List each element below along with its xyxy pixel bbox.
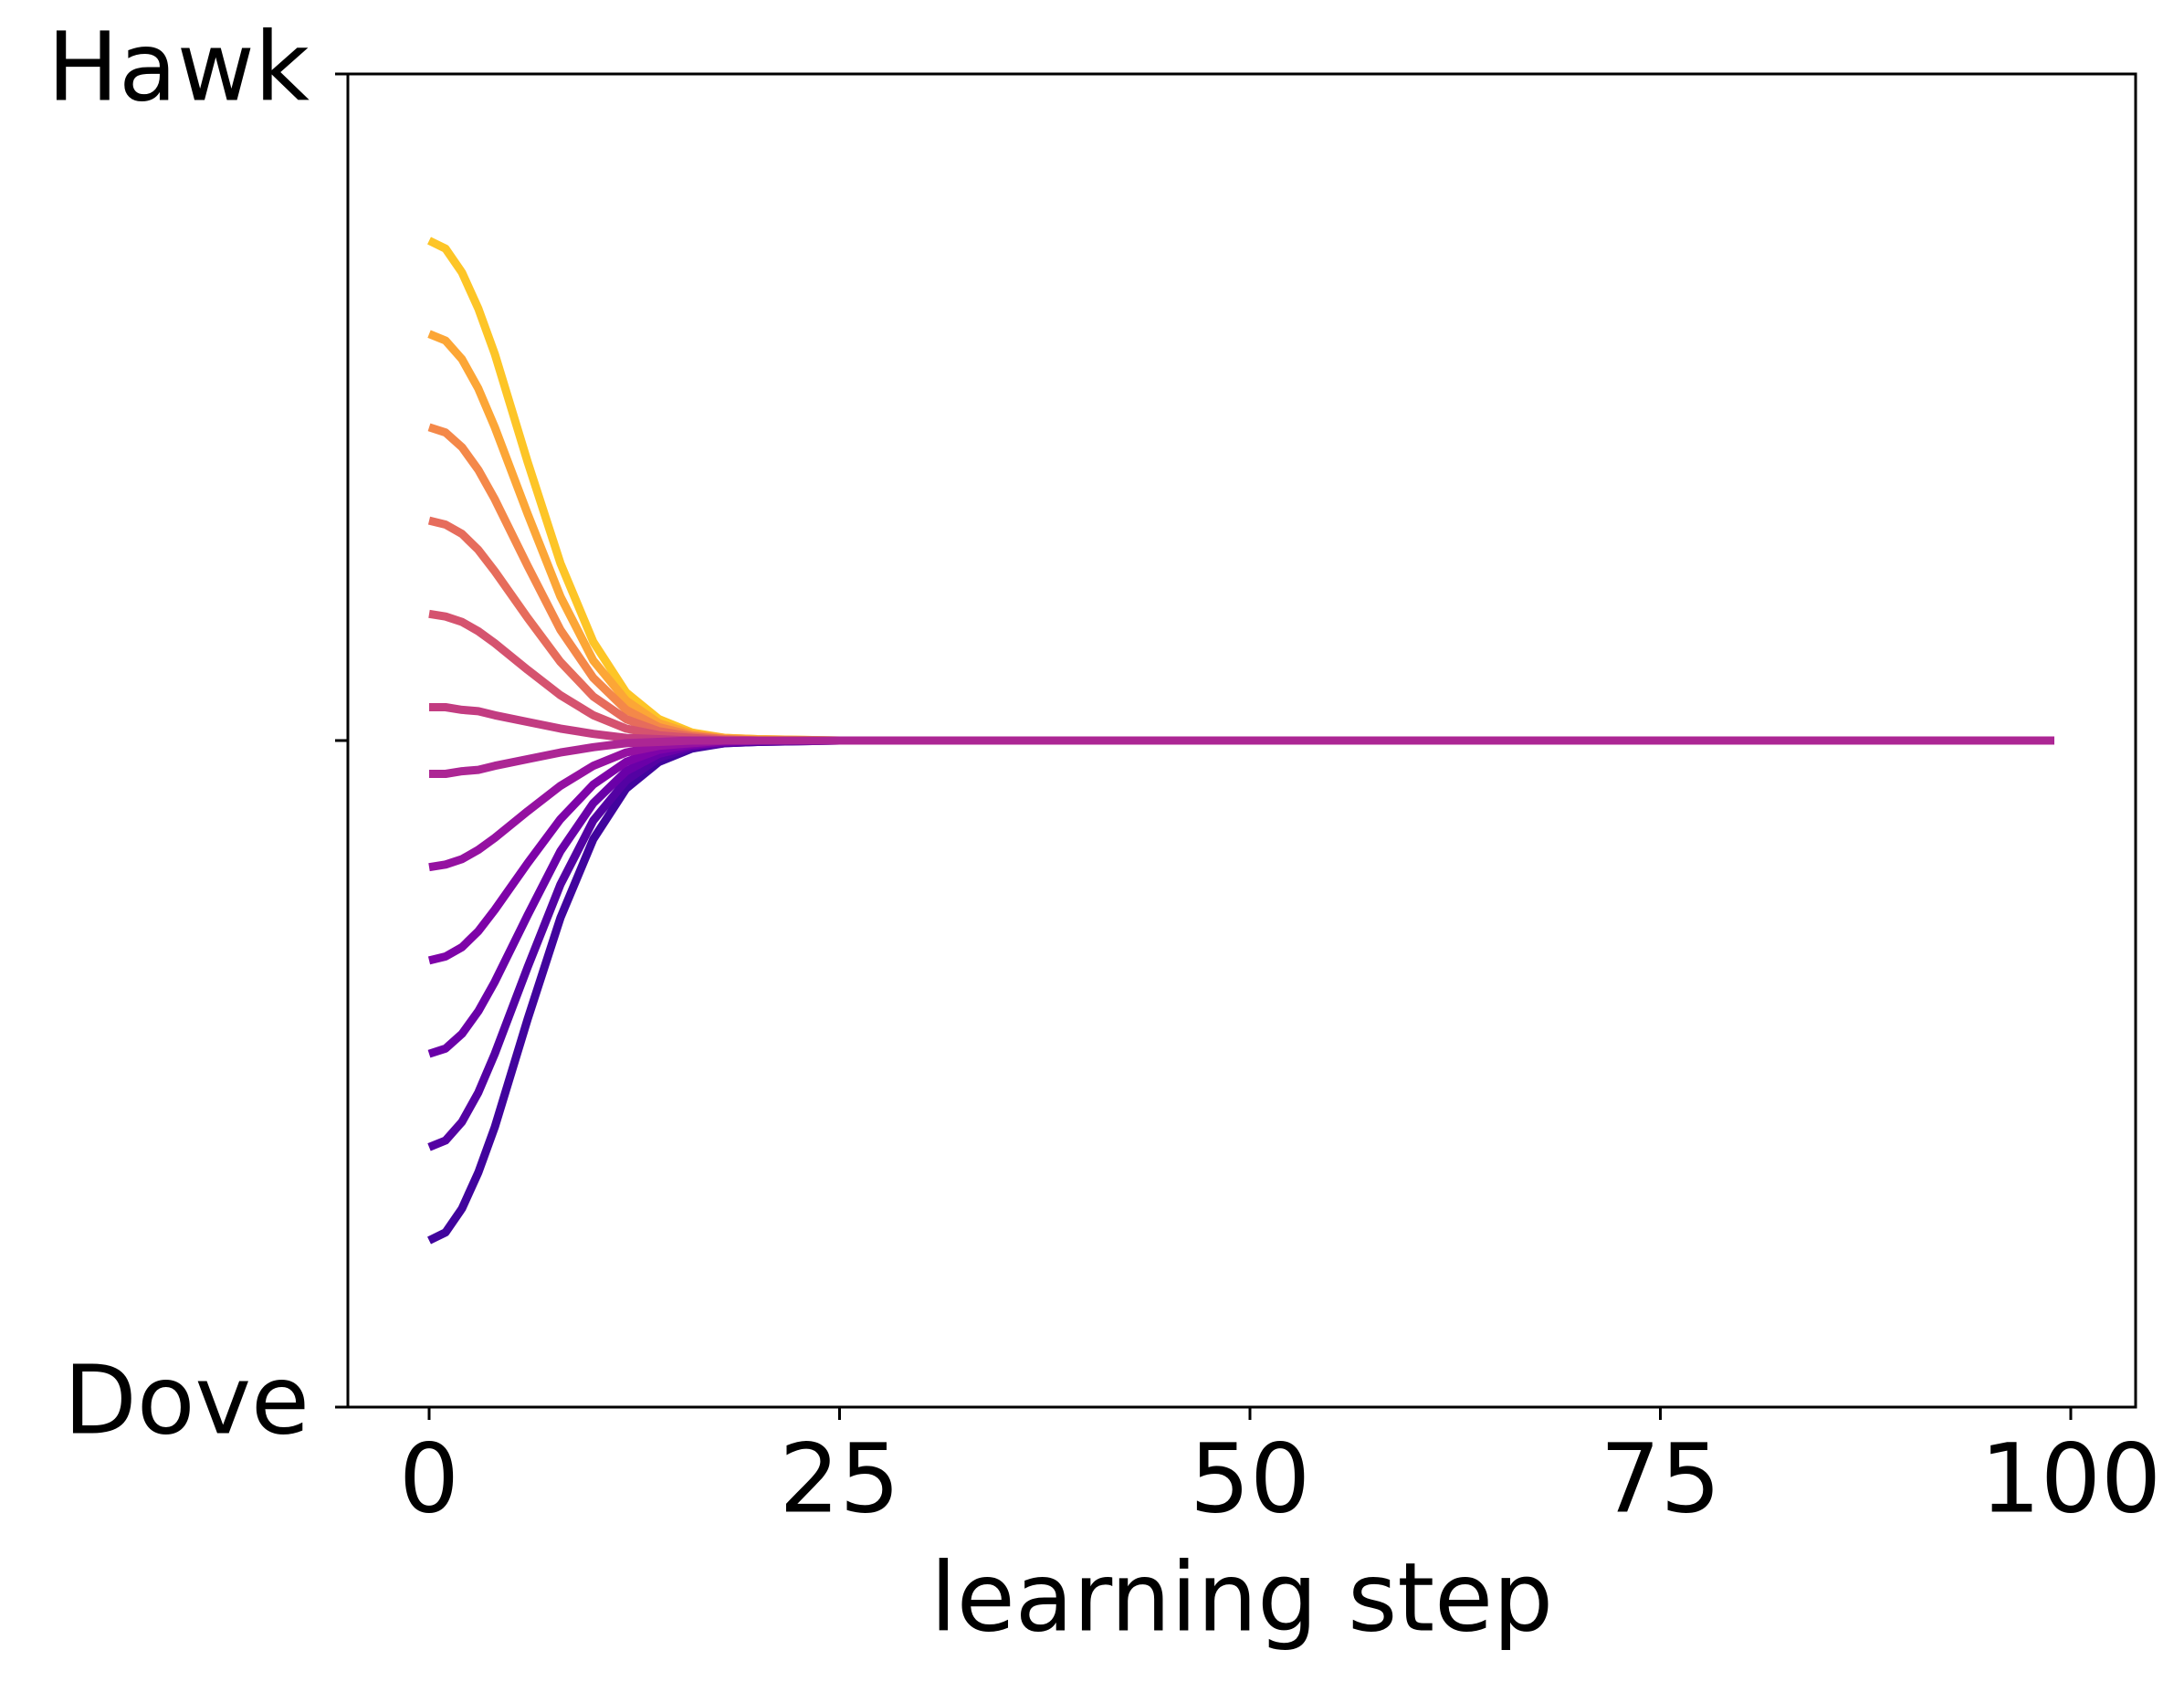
y-tick-label: Hawk bbox=[47, 11, 310, 122]
x-tick-label: 50 bbox=[1190, 1423, 1310, 1534]
x-tick-label: 75 bbox=[1600, 1423, 1720, 1534]
series-line bbox=[427, 330, 2054, 745]
series-line bbox=[427, 736, 2054, 1151]
x-axis-label: learning step bbox=[930, 1541, 1553, 1653]
x-tick-label: 100 bbox=[1980, 1423, 2162, 1534]
series-line bbox=[427, 736, 2054, 1058]
series-line bbox=[427, 736, 2054, 965]
series-line bbox=[427, 516, 2054, 745]
y-tick-label: Dove bbox=[64, 1344, 310, 1456]
x-tick-label: 0 bbox=[399, 1423, 459, 1534]
series-line bbox=[429, 736, 2054, 778]
x-tick-label: 25 bbox=[779, 1423, 899, 1534]
series-line bbox=[427, 736, 2054, 1245]
series-line bbox=[427, 423, 2054, 745]
series-line bbox=[427, 236, 2054, 745]
